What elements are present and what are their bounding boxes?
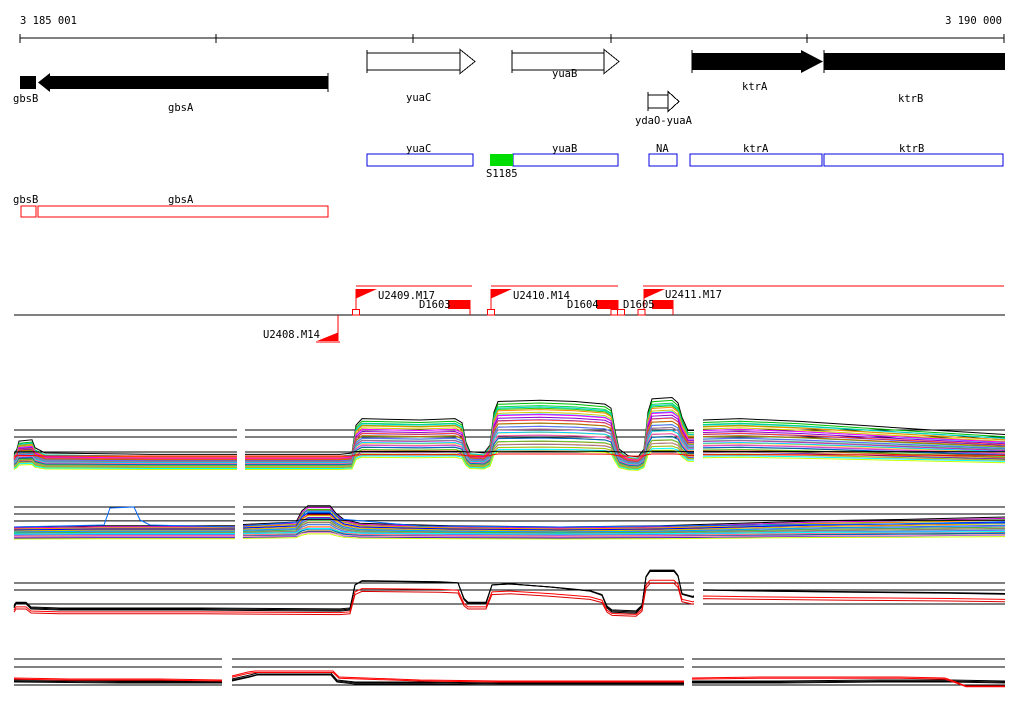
probe-box-label-NA: NA — [656, 143, 669, 155]
gene-gbsA[interactable] — [38, 73, 329, 92]
marker-base-square[interactable] — [610, 309, 619, 316]
marker-flag[interactable] — [317, 332, 338, 342]
expression-trace — [13, 579, 1006, 615]
gene-yuaB[interactable] — [511, 48, 620, 75]
track-gap — [235, 500, 243, 545]
probe-box-label-yuaC: yuaC — [406, 143, 431, 155]
gene-ydaO-yuaA[interactable] — [647, 90, 680, 113]
gene-outline-box-gbsA[interactable] — [37, 205, 329, 218]
probe-box-yuaC[interactable] — [366, 153, 474, 167]
gene-arrowhead[interactable] — [459, 48, 476, 75]
segment-label-S1185: S1185 — [486, 168, 518, 180]
expression-track-2 — [13, 500, 1006, 545]
marker-label-U2411.M17: U2411.M17 — [665, 289, 722, 301]
track-gap — [694, 566, 703, 622]
marker-label-D1604: D1604 — [567, 299, 599, 311]
gene-glyph[interactable] — [647, 94, 669, 109]
marker-flag[interactable] — [356, 289, 377, 299]
probe-box-label-yuaB: yuaB — [552, 143, 577, 155]
gene-label-yuaC: yuaC — [406, 92, 431, 104]
gene-arrowhead[interactable] — [667, 90, 680, 113]
marker-flag[interactable] — [491, 289, 512, 299]
expression-track-3 — [13, 566, 1006, 622]
gene-outline-box-gbsB[interactable] — [20, 205, 37, 218]
probe-box-ktrA[interactable] — [689, 153, 823, 167]
gene-glyph[interactable] — [366, 52, 461, 71]
probe-box-ktrB[interactable] — [823, 153, 1004, 167]
marker-D1603[interactable] — [448, 300, 471, 315]
marker-base-square[interactable] — [637, 309, 646, 316]
track-gap — [684, 654, 692, 694]
marker-label-D1603: D1603 — [419, 299, 451, 311]
marker-base-square[interactable] — [487, 309, 495, 316]
gene-arrowhead[interactable] — [38, 73, 50, 92]
gene-glyph[interactable] — [50, 76, 328, 89]
marker-dbox[interactable] — [448, 300, 470, 309]
expression-trace — [13, 506, 1006, 528]
gene-label-ktrA: ktrA — [742, 81, 768, 93]
track-gap — [694, 396, 703, 473]
expression-track-1 — [13, 396, 1006, 473]
gene-glyph[interactable] — [20, 76, 36, 89]
gene-outline-label-gbsB: gbsB — [13, 194, 38, 206]
probe-box-label-ktrA: ktrA — [743, 143, 769, 155]
marker-label-U2409.M17: U2409.M17 — [378, 290, 435, 302]
marker-label-U2410.M14: U2410.M14 — [513, 290, 570, 302]
gene-ktrA[interactable] — [691, 50, 823, 73]
marker-base-square[interactable] — [352, 309, 360, 316]
marker-dbox[interactable] — [652, 300, 673, 309]
probe-box-yuaB[interactable] — [512, 153, 619, 167]
gene-label-gbsB: gbsB — [13, 93, 38, 105]
gene-glyph[interactable] — [692, 53, 801, 70]
expression-trace — [13, 582, 1006, 617]
expression-trace — [13, 570, 1006, 612]
position-ruler — [19, 34, 1005, 43]
probe-box-NA[interactable] — [648, 153, 678, 167]
expression-trace — [13, 518, 1006, 522]
gene-glyph[interactable] — [824, 53, 1005, 70]
marker-U2408.M14[interactable] — [316, 315, 340, 343]
marker-flag[interactable] — [644, 289, 665, 299]
ruler-end-coordinate: 3 190 000 — [945, 15, 1002, 27]
segment-box-S1185[interactable] — [490, 154, 513, 166]
marker-label-D1605: D1605 — [623, 299, 655, 311]
marker-base-square[interactable] — [617, 309, 625, 316]
track-gap — [222, 654, 232, 694]
gene-yuaC[interactable] — [366, 48, 476, 75]
marker-D1605[interactable] — [652, 300, 674, 315]
gene-label-ktrB: ktrB — [898, 93, 923, 105]
gene-ktrB[interactable] — [823, 50, 1005, 73]
gene-label-yuaB: yuaB — [552, 68, 577, 80]
probe-box-label-ktrB: ktrB — [899, 143, 924, 155]
gene-outline-label-gbsA: gbsA — [168, 194, 194, 206]
marker-label-U2408.M14: U2408.M14 — [263, 329, 320, 341]
marker-dbox[interactable] — [597, 300, 618, 309]
gene-label-gbsA: gbsA — [168, 102, 194, 114]
probe-marker-track — [14, 285, 1005, 343]
ruler-start-coordinate: 3 185 001 — [20, 15, 77, 27]
gene-arrowhead[interactable] — [603, 48, 620, 75]
gene-label-ydaO-yuaA: ydaO-yuaA — [635, 115, 693, 127]
track-gap — [237, 396, 245, 473]
gene-arrowhead[interactable] — [801, 50, 823, 73]
expression-track-4 — [13, 654, 1006, 694]
gene-gbsB[interactable] — [20, 76, 36, 89]
